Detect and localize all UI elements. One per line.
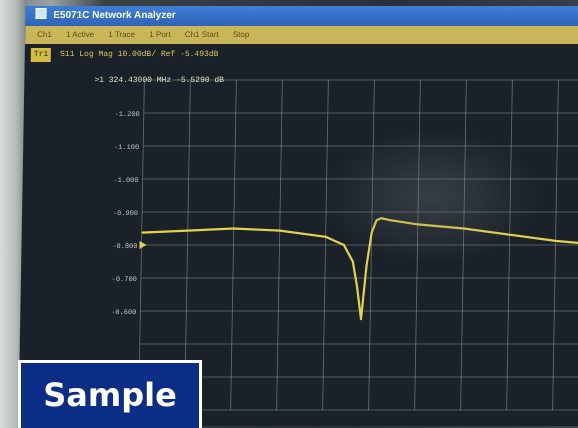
grid-line (276, 80, 283, 410)
grid-line (414, 80, 421, 410)
grid-line (322, 80, 329, 410)
status-item[interactable]: 1 Port (149, 30, 171, 39)
grid-line (506, 80, 513, 410)
reference-level-marker (139, 241, 147, 249)
marker-readout: >1 324.43000 MHz -5.5290 dB (94, 76, 225, 85)
y-tick-label: -0.600 (111, 309, 136, 317)
grid-line (368, 80, 375, 410)
status-item[interactable]: 1 Active (66, 30, 95, 39)
y-tick-label: -0.700 (112, 276, 137, 284)
grid-line (184, 80, 191, 410)
status-item[interactable]: Stop (232, 30, 250, 39)
sample-badge: Sample (18, 360, 202, 428)
grid-line (552, 80, 559, 410)
status-item[interactable]: 1 Trace (108, 30, 136, 39)
y-tick-label: -1.000 (113, 177, 138, 185)
window-title-bar: E5071C Network Analyzer (25, 6, 578, 26)
plot-grid (138, 79, 578, 411)
trace-plot[interactable]: -1.200 -1.100 -1.000 -0.900 -0.800 -0.700 -0.6… (88, 62, 578, 426)
grid-line (460, 80, 467, 410)
analyzer-screen: E5071C Network Analyzer Ch1 1 Active 1 T… (18, 6, 578, 426)
app-icon (35, 8, 47, 19)
y-tick-label: -1.100 (114, 144, 139, 152)
trace-line (141, 217, 578, 321)
grid-line (230, 80, 237, 410)
y-axis-labels: -1.200 -1.100 -1.000 -0.900 -0.800 -0.700 -0.6… (111, 111, 140, 317)
trace-format: S11 Log Mag 10.00dB/ Ref -5.493dB (59, 50, 219, 59)
y-tick-label: -1.200 (114, 111, 139, 119)
y-tick-label: -0.900 (113, 210, 138, 218)
y-tick-label: -0.800 (112, 243, 137, 251)
status-item[interactable]: Ch1 Start (184, 30, 219, 39)
trace-header[interactable]: Tr1 S11 Log Mag 10.00dB/ Ref -5.493dB (30, 48, 219, 62)
channel-status-bar: Ch1 1 Active 1 Trace 1 Port Ch1 Start St… (25, 26, 578, 44)
trace-label[interactable]: Tr1 (30, 48, 52, 62)
window-title: E5071C Network Analyzer (53, 10, 176, 21)
status-item[interactable]: Ch1 (37, 30, 52, 39)
